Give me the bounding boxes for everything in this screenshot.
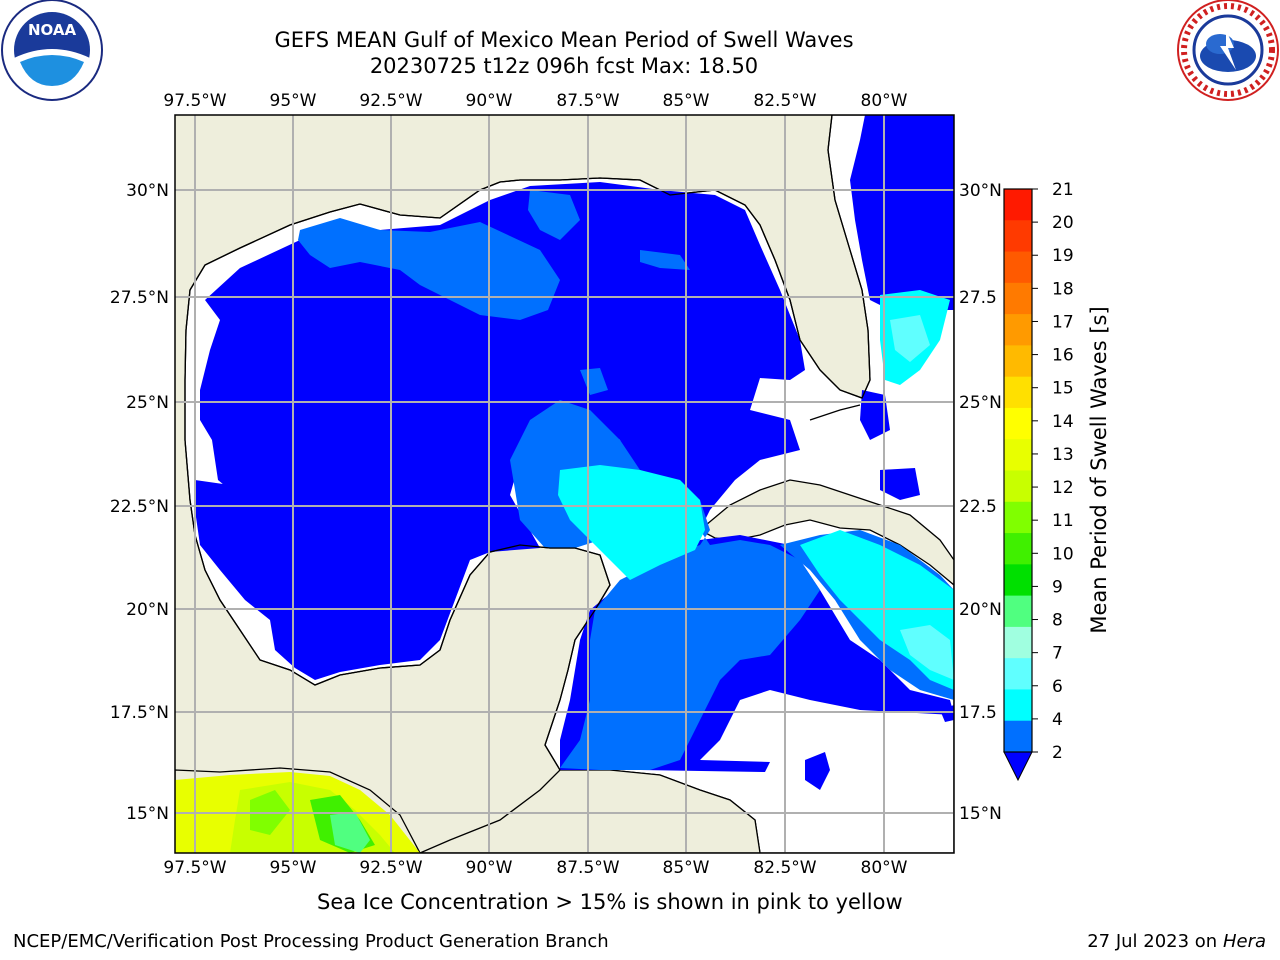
footer-credit: NCEP/EMC/Verification Post Processing Pr… bbox=[13, 931, 609, 952]
lon-label: 85°W bbox=[663, 91, 710, 111]
colorbar-title: Mean Period of Swell Waves [s] bbox=[1087, 306, 1111, 633]
lon-labels-top: 97.5°W 95°W 92.5°W 90°W 87.5°W 85°W 82.5… bbox=[163, 91, 907, 111]
chart-subtitle: 20230725 t12z 096h fcst Max: 18.50 bbox=[369, 54, 759, 78]
lat-label: 30°N bbox=[959, 181, 1002, 201]
lat-lon-grid bbox=[175, 115, 954, 853]
colorbar-swatch bbox=[1004, 282, 1032, 315]
lat-labels-right: 30°N 27.5 25°N 22.5 20°N 17.5 15°N bbox=[959, 181, 1002, 824]
lon-label: 82.5°W bbox=[753, 91, 816, 111]
lon-label: 82.5°W bbox=[753, 858, 816, 878]
colorbar-frame bbox=[1003, 188, 1033, 753]
footer-date: 27 Jul 2023 on Hera bbox=[1087, 931, 1266, 952]
colorbar-swatch bbox=[1004, 626, 1032, 659]
colorbar-tick-label: 2 bbox=[1052, 743, 1063, 763]
lon-label: 90°W bbox=[466, 858, 513, 878]
colorbar-tick-label: 21 bbox=[1052, 180, 1074, 200]
svg-text:NOAA: NOAA bbox=[28, 21, 77, 39]
colorbar-extend-arrow bbox=[1003, 751, 1033, 782]
colorbar-tick-label: 13 bbox=[1052, 445, 1074, 465]
colorbar-tick-label: 18 bbox=[1052, 279, 1074, 299]
footer-date-text: 27 Jul 2023 on bbox=[1087, 931, 1223, 952]
colorbar-swatch bbox=[1004, 470, 1032, 503]
lat-label: 15°N bbox=[959, 804, 1002, 824]
colorbar-ticks: 21 20 19 18 17 16 15 14 13 12 11 10 9 8 7 6 4 2 bbox=[1032, 180, 1074, 763]
colorbar-tick-label: 14 bbox=[1052, 412, 1074, 432]
colorbar-tick-label: 20 bbox=[1052, 213, 1074, 233]
colorbar-tick-label: 11 bbox=[1052, 511, 1074, 531]
footer-host: Hera bbox=[1222, 931, 1266, 952]
lon-label: 87.5°W bbox=[556, 858, 619, 878]
lat-label: 17.5 bbox=[959, 703, 997, 723]
sea-ice-note: Sea Ice Concentration > 15% is shown in … bbox=[317, 890, 903, 914]
colorbar-tick-label: 4 bbox=[1052, 710, 1063, 730]
colorbar-swatch bbox=[1004, 314, 1032, 346]
honduras-coast bbox=[419, 769, 761, 853]
lat-label: 20°N bbox=[959, 600, 1002, 620]
colorbar-swatch bbox=[1004, 439, 1032, 471]
colorbar-swatch bbox=[1004, 189, 1032, 221]
colorbar-swatch bbox=[1004, 251, 1032, 284]
colorbar-swatch bbox=[1004, 720, 1032, 753]
colorbar-swatch bbox=[1004, 658, 1032, 690]
lon-label: 85°W bbox=[663, 858, 710, 878]
colorbar-swatch bbox=[1004, 533, 1032, 565]
colorbar-swatch bbox=[1004, 564, 1032, 597]
colorbar-swatch bbox=[1004, 689, 1032, 722]
national-weather-service-logo bbox=[1177, 0, 1279, 101]
colorbar-tick-label: 19 bbox=[1052, 246, 1074, 266]
colorbar-tick-label: 15 bbox=[1052, 379, 1074, 399]
lon-label: 92.5°W bbox=[359, 858, 422, 878]
lon-label: 97.5°W bbox=[163, 858, 226, 878]
lon-label: 87.5°W bbox=[556, 91, 619, 111]
lat-labels-left: 30°N 27.5°N 25°N 22.5°N 20°N 17.5°N 15°N bbox=[110, 181, 169, 824]
swell-field-6-8s bbox=[890, 315, 954, 680]
colorbar-swatch bbox=[1004, 345, 1032, 378]
colorbar-tick-label: 10 bbox=[1052, 544, 1074, 564]
pacific-swell bbox=[175, 772, 420, 853]
lat-label: 22.5 bbox=[959, 497, 997, 517]
colorbar-swatch bbox=[1004, 376, 1032, 409]
lat-label: 27.5°N bbox=[110, 288, 169, 308]
chart-title: GEFS MEAN Gulf of Mexico Mean Period of … bbox=[274, 28, 854, 52]
lat-label: 25°N bbox=[959, 393, 1002, 413]
lon-labels-bottom: 97.5°W 95°W 92.5°W 90°W 87.5°W 85°W 82.5… bbox=[163, 858, 907, 878]
lon-label: 95°W bbox=[270, 91, 317, 111]
colorbar-tick-label: 16 bbox=[1052, 346, 1074, 366]
colorbar-swatch bbox=[1004, 407, 1032, 440]
colorbar-tick-label: 12 bbox=[1052, 478, 1074, 498]
lat-label: 30°N bbox=[126, 181, 169, 201]
lat-label: 27.5 bbox=[959, 288, 997, 308]
lon-label: 95°W bbox=[270, 858, 317, 878]
colorbar-swatch bbox=[1004, 220, 1032, 253]
lat-label: 22.5°N bbox=[110, 497, 169, 517]
colorbar-swatch bbox=[1004, 501, 1032, 534]
map-frame bbox=[174, 114, 955, 854]
lat-label: 25°N bbox=[126, 393, 169, 413]
colorbar-tick-label: 9 bbox=[1052, 577, 1063, 597]
lon-label: 80°W bbox=[861, 858, 908, 878]
lon-label: 80°W bbox=[861, 91, 908, 111]
lat-label: 20°N bbox=[126, 600, 169, 620]
colorbar-tick-label: 6 bbox=[1052, 677, 1063, 697]
colorbar bbox=[1004, 189, 1032, 753]
lat-label: 17.5°N bbox=[110, 703, 169, 723]
colorbar-swatch bbox=[1004, 595, 1032, 628]
lon-label: 97.5°W bbox=[163, 91, 226, 111]
colorbar-tick-label: 8 bbox=[1052, 611, 1063, 631]
colorbar-tick-label: 7 bbox=[1052, 644, 1063, 664]
colorbar-tick-label: 17 bbox=[1052, 312, 1074, 332]
lat-label: 15°N bbox=[126, 804, 169, 824]
noaa-logo: NOAA bbox=[1, 0, 103, 101]
lon-label: 90°W bbox=[466, 91, 513, 111]
lon-label: 92.5°W bbox=[359, 91, 422, 111]
